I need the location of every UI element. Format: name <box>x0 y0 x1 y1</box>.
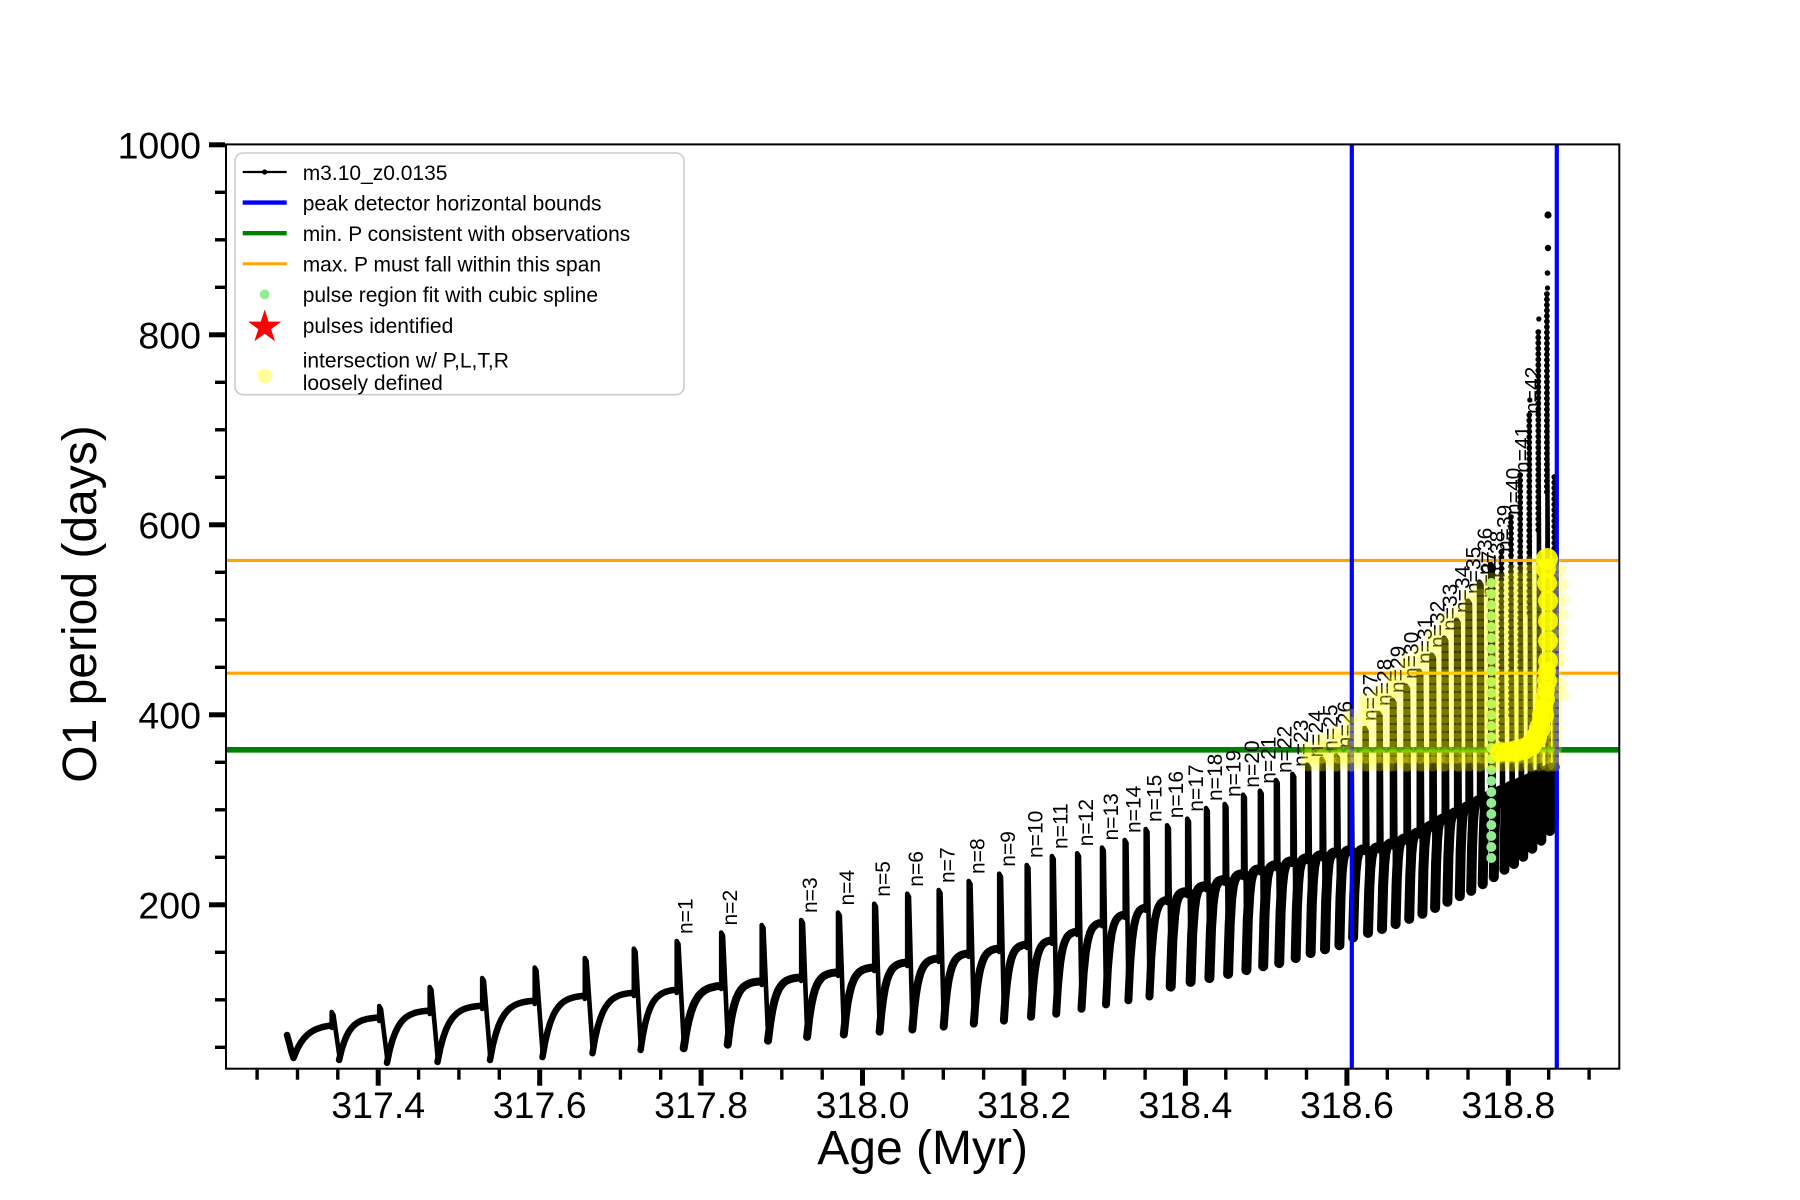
svg-text:n=12: n=12 <box>1075 799 1098 846</box>
svg-text:n=2: n=2 <box>719 890 742 926</box>
svg-text:n=39: n=39 <box>1493 505 1516 552</box>
svg-text:n=15: n=15 <box>1144 775 1167 822</box>
svg-text:n=17: n=17 <box>1185 764 1208 811</box>
svg-text:n=42: n=42 <box>1522 367 1545 414</box>
svg-text:n=24: n=24 <box>1305 710 1328 758</box>
svg-text:n=9: n=9 <box>997 831 1020 867</box>
svg-text:n=33: n=33 <box>1439 584 1462 631</box>
svg-text:318.0: 318.0 <box>816 1084 910 1126</box>
svg-text:n=8: n=8 <box>967 838 990 874</box>
svg-text:n=29: n=29 <box>1387 646 1410 693</box>
svg-text:min. P consistent with observa: min. P consistent with observations <box>303 223 631 246</box>
svg-text:pulses identified: pulses identified <box>303 315 454 338</box>
svg-text:318.6: 318.6 <box>1300 1084 1394 1126</box>
svg-text:600: 600 <box>138 504 201 546</box>
svg-text:n=20: n=20 <box>1241 740 1264 787</box>
svg-text:n=21: n=21 <box>1258 736 1281 783</box>
svg-text:n=41: n=41 <box>1512 426 1535 473</box>
svg-text:n=4: n=4 <box>836 870 859 906</box>
svg-text:n=36: n=36 <box>1474 528 1497 575</box>
svg-text:1000: 1000 <box>118 124 201 166</box>
svg-text:n=1: n=1 <box>675 898 698 934</box>
svg-text:400: 400 <box>138 694 201 736</box>
svg-text:n=28: n=28 <box>1374 659 1397 706</box>
svg-text:n=32: n=32 <box>1427 601 1450 648</box>
svg-text:n=30: n=30 <box>1401 632 1424 679</box>
svg-text:n=6: n=6 <box>905 851 928 887</box>
svg-text:n=25: n=25 <box>1320 704 1343 751</box>
svg-text:n=35: n=35 <box>1463 547 1486 594</box>
svg-text:Age (Myr): Age (Myr) <box>817 1122 1028 1175</box>
svg-text:n=11: n=11 <box>1050 803 1073 849</box>
svg-text:n=22: n=22 <box>1274 726 1297 773</box>
svg-text:n=27: n=27 <box>1360 674 1383 721</box>
svg-text:800: 800 <box>138 314 201 356</box>
svg-text:n=10: n=10 <box>1025 811 1048 858</box>
svg-text:max. P must fall within this s: max. P must fall within this span <box>303 254 601 277</box>
svg-text:n=16: n=16 <box>1165 771 1188 818</box>
svg-text:318.8: 318.8 <box>1461 1084 1555 1126</box>
svg-text:n=5: n=5 <box>872 861 895 897</box>
svg-text:m3.10_z0.0135: m3.10_z0.0135 <box>303 162 448 185</box>
svg-text:318.4: 318.4 <box>1138 1084 1232 1126</box>
svg-text:317.8: 317.8 <box>654 1084 748 1126</box>
svg-text:318.2: 318.2 <box>977 1084 1071 1126</box>
svg-text:n=13: n=13 <box>1100 793 1123 840</box>
svg-text:n=14: n=14 <box>1123 785 1146 833</box>
svg-text:317.6: 317.6 <box>493 1084 587 1126</box>
svg-text:n=34: n=34 <box>1451 565 1474 613</box>
svg-text:n=37: n=37 <box>1478 551 1501 598</box>
svg-text:n=19: n=19 <box>1223 750 1246 797</box>
svg-text:pulse region fit with cubic sp: pulse region fit with cubic spline <box>303 284 598 307</box>
svg-text:loosely defined: loosely defined <box>303 372 443 395</box>
svg-text:317.4: 317.4 <box>331 1084 425 1126</box>
svg-text:intersection w/ P,L,T,R: intersection w/ P,L,T,R <box>303 349 509 372</box>
svg-text:n=40: n=40 <box>1502 468 1525 515</box>
svg-text:n=3: n=3 <box>799 877 822 913</box>
svg-text:n=18: n=18 <box>1204 754 1227 801</box>
svg-text:O1 period (days): O1 period (days) <box>54 425 107 783</box>
svg-text:n=26: n=26 <box>1334 701 1357 748</box>
svg-text:n=7: n=7 <box>937 847 960 883</box>
svg-text:peak detector horizontal bound: peak detector horizontal bounds <box>303 192 602 215</box>
svg-text:n=23: n=23 <box>1290 720 1313 767</box>
svg-text:200: 200 <box>138 884 201 926</box>
svg-text:n=38: n=38 <box>1487 531 1510 578</box>
svg-text:n=31: n=31 <box>1414 617 1437 664</box>
